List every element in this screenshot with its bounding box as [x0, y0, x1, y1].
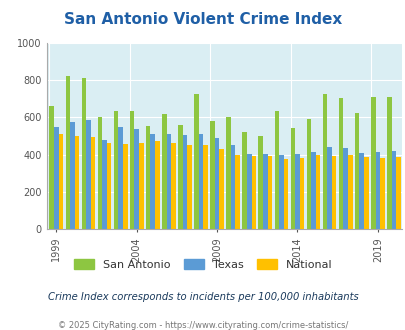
Bar: [102, 140, 107, 229]
Text: San Antonio Violent Crime Index: San Antonio Violent Crime Index: [64, 12, 341, 26]
Bar: [123, 144, 127, 229]
Bar: [267, 156, 271, 229]
Bar: [70, 122, 75, 229]
Bar: [375, 152, 379, 229]
Bar: [219, 149, 224, 229]
Bar: [326, 147, 331, 229]
Bar: [145, 126, 150, 229]
Bar: [386, 97, 391, 229]
Bar: [299, 158, 304, 229]
Bar: [294, 154, 299, 229]
Bar: [107, 143, 111, 229]
Bar: [338, 98, 343, 229]
Text: Crime Index corresponds to incidents per 100,000 inhabitants: Crime Index corresponds to incidents per…: [47, 292, 358, 302]
Bar: [150, 134, 155, 229]
Bar: [283, 159, 288, 229]
Bar: [226, 116, 230, 229]
Bar: [354, 113, 358, 229]
Bar: [235, 155, 239, 229]
Bar: [166, 134, 171, 229]
Bar: [91, 137, 95, 229]
Bar: [242, 132, 246, 229]
Bar: [278, 155, 283, 229]
Bar: [65, 77, 70, 229]
Bar: [230, 146, 235, 229]
Bar: [370, 97, 375, 229]
Bar: [139, 143, 143, 229]
Bar: [113, 111, 118, 229]
Bar: [331, 156, 336, 229]
Bar: [343, 148, 347, 229]
Bar: [75, 136, 79, 229]
Bar: [379, 157, 384, 229]
Bar: [210, 121, 214, 229]
Bar: [306, 119, 311, 229]
Bar: [347, 155, 352, 229]
Bar: [178, 125, 182, 229]
Bar: [246, 154, 251, 229]
Bar: [395, 157, 400, 229]
Bar: [182, 135, 187, 229]
Bar: [187, 145, 191, 229]
Bar: [214, 138, 219, 229]
Bar: [134, 129, 139, 229]
Text: © 2025 CityRating.com - https://www.cityrating.com/crime-statistics/: © 2025 CityRating.com - https://www.city…: [58, 321, 347, 330]
Bar: [162, 114, 166, 229]
Bar: [155, 141, 159, 229]
Bar: [274, 111, 278, 229]
Bar: [258, 136, 262, 229]
Bar: [54, 127, 58, 229]
Bar: [203, 145, 207, 229]
Bar: [363, 157, 368, 229]
Bar: [251, 156, 256, 229]
Bar: [262, 154, 267, 229]
Bar: [171, 143, 175, 229]
Bar: [290, 128, 294, 229]
Bar: [49, 106, 54, 229]
Bar: [118, 127, 123, 229]
Bar: [198, 134, 203, 229]
Bar: [58, 134, 63, 229]
Bar: [86, 120, 91, 229]
Bar: [322, 94, 326, 229]
Bar: [98, 117, 102, 229]
Bar: [194, 94, 198, 229]
Bar: [358, 153, 363, 229]
Bar: [391, 151, 395, 229]
Bar: [130, 111, 134, 229]
Bar: [315, 155, 320, 229]
Bar: [311, 152, 315, 229]
Legend: San Antonio, Texas, National: San Antonio, Texas, National: [69, 255, 336, 274]
Bar: [81, 78, 86, 229]
